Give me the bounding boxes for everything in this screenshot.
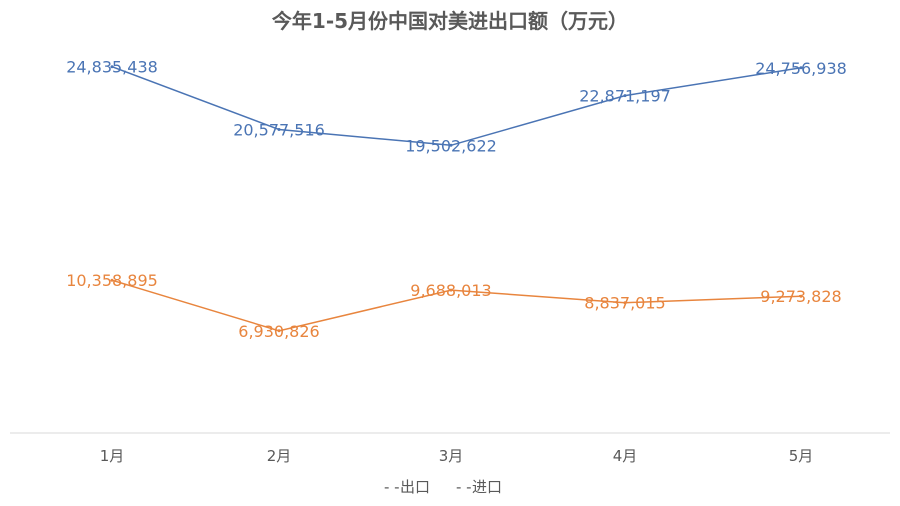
x-tick-label: 4月 (613, 447, 638, 465)
data-label: 9,688,013 (410, 281, 491, 300)
data-label: 22,871,197 (579, 87, 671, 106)
data-point (277, 128, 281, 131)
data-point (623, 301, 627, 305)
x-tick-label: 3月 (439, 447, 464, 465)
data-label: 20,577,516 (233, 121, 325, 140)
legend: - - 出口 - - 进口 (384, 478, 502, 496)
x-tick-label: 5月 (789, 447, 814, 465)
data-label: 24,835,438 (66, 58, 158, 77)
legend-marker: - - (384, 478, 400, 496)
x-tick-label: 2月 (267, 447, 292, 465)
data-point (449, 288, 453, 292)
data-label: 24,756,938 (755, 59, 847, 78)
legend-marker: - - (456, 478, 472, 496)
data-label: 8,837,015 (584, 294, 665, 313)
series-layer: 24,835,438 20,577,516 19,502,622 22,871,197… (66, 58, 847, 341)
data-point (623, 94, 627, 98)
legend-label: 出口 (400, 478, 430, 496)
legend-label: 进口 (472, 478, 502, 496)
data-point (110, 278, 114, 282)
data-point (449, 143, 453, 147)
data-point (799, 294, 803, 298)
data-point (277, 329, 281, 333)
data-label: 10,358,895 (66, 271, 158, 290)
x-axis-ticks: 1月 2月 3月 4月 5月 (100, 447, 814, 465)
data-label: 9,273,828 (760, 287, 841, 306)
series-2: 10,358,895 6,930,826 9,688,013 8,837,015 9,2… (66, 271, 842, 341)
chart-title: 今年1-5月份中国对美进出口额（万元） (272, 9, 628, 33)
series-1: 24,835,438 20,577,516 19,502,622 22,871,197… (66, 58, 847, 156)
data-point (799, 66, 803, 70)
series-line (111, 65, 802, 147)
data-label: 19,502,622 (405, 136, 497, 155)
data-point (110, 65, 114, 69)
data-label: 6,930,826 (238, 322, 319, 341)
x-tick-label: 1月 (100, 447, 125, 465)
